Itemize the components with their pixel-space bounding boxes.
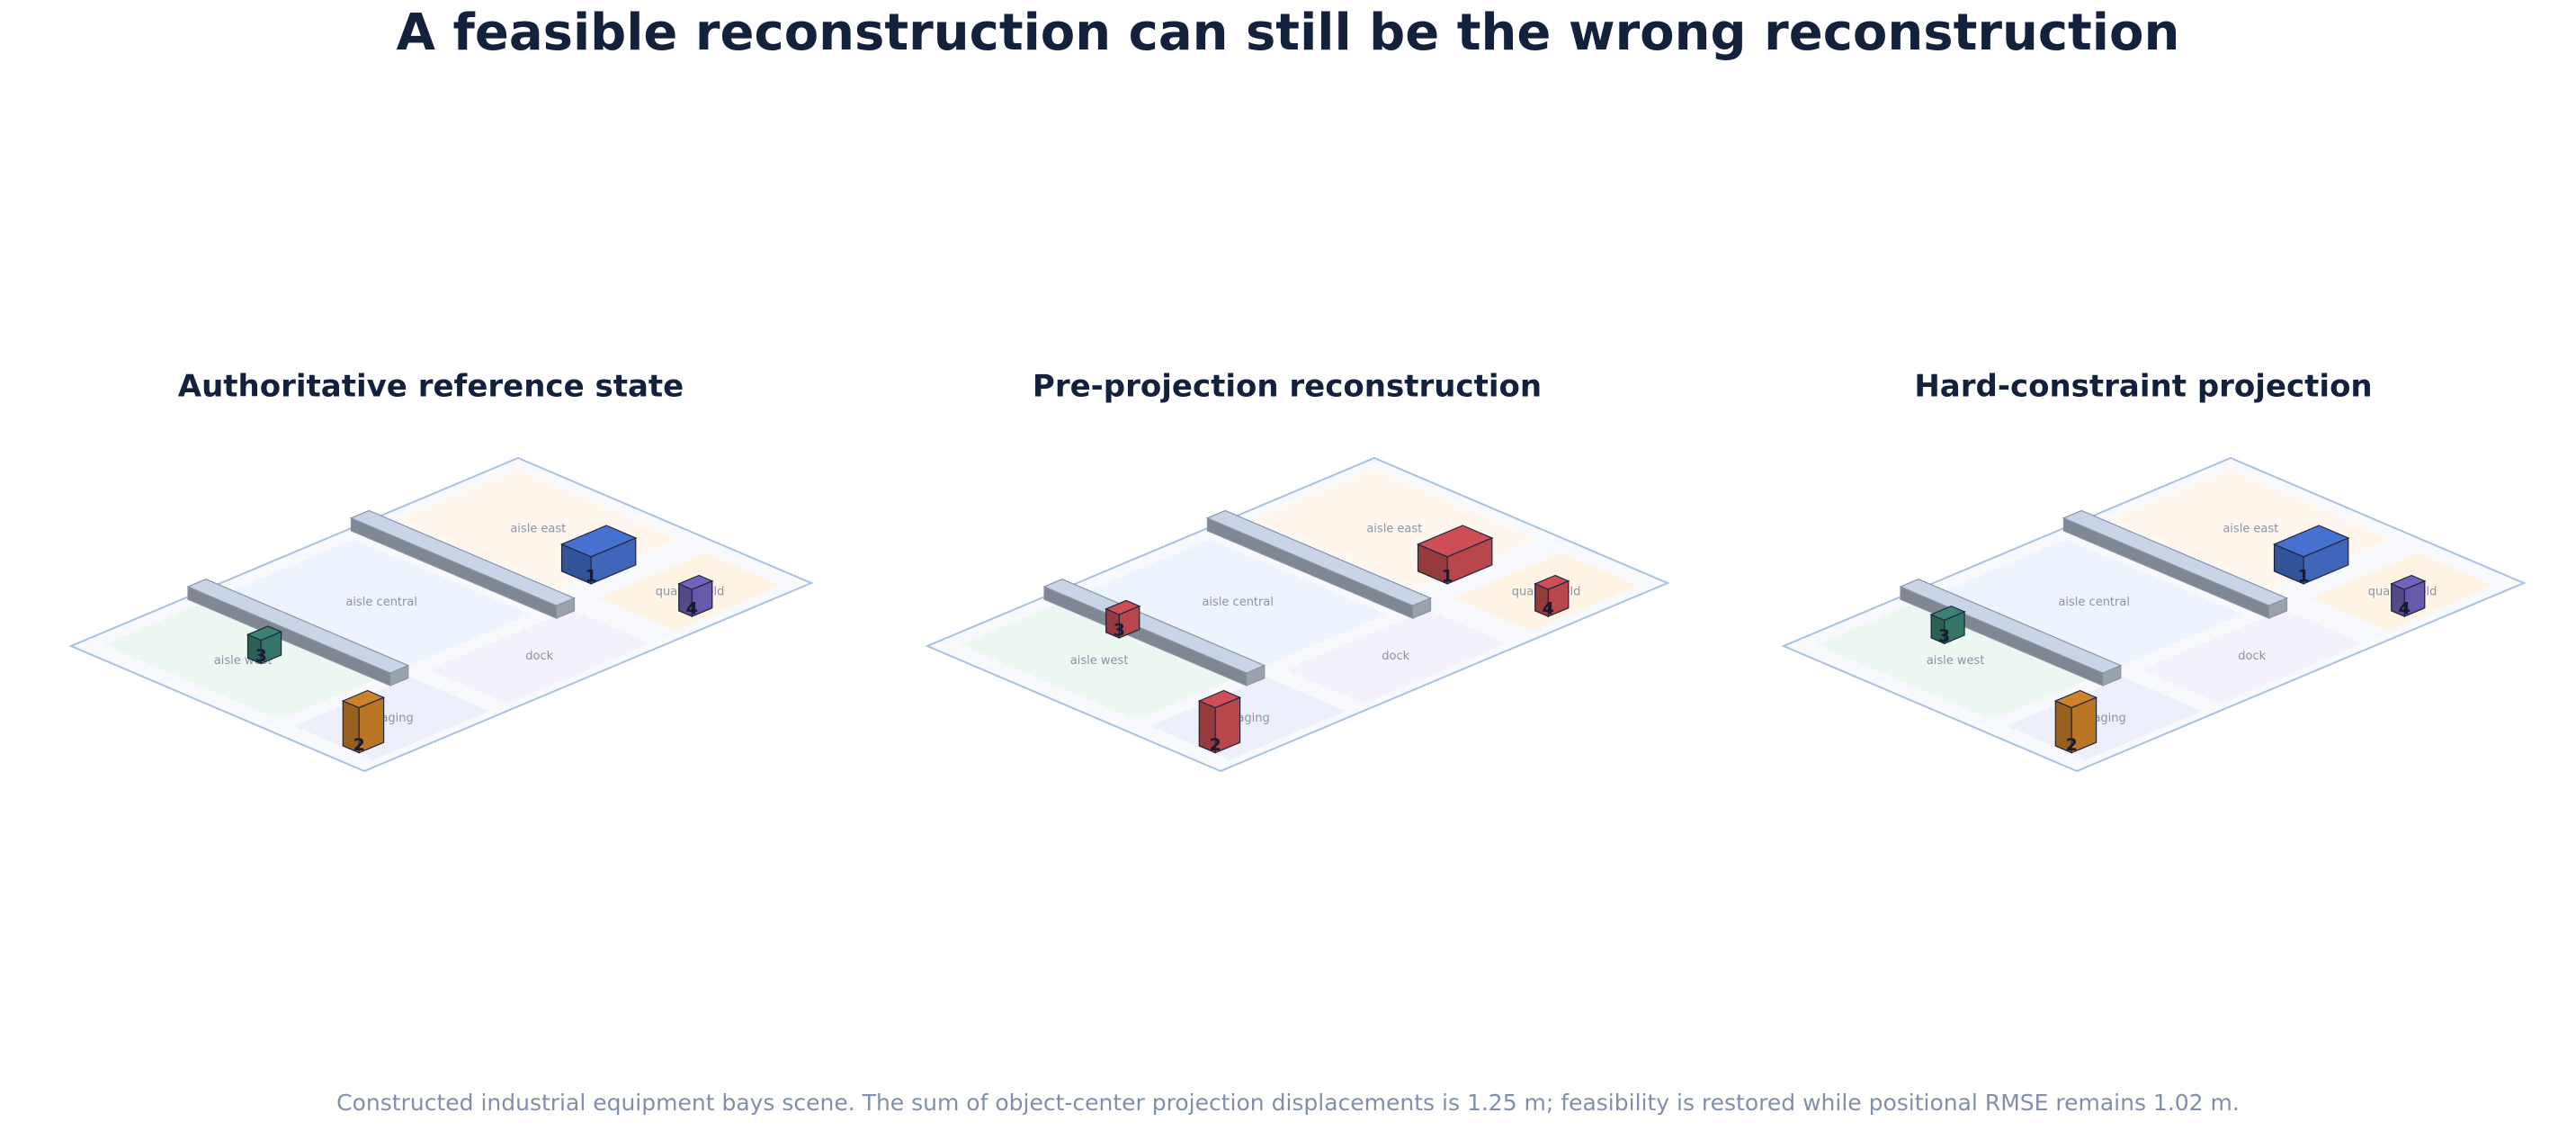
object-label: 4 (1543, 599, 1554, 619)
object-side-shade (1548, 580, 1569, 617)
object-side-shade (1944, 611, 1965, 644)
zone-label: aisle west (1070, 654, 1129, 668)
zone-label: dock (525, 650, 553, 663)
zone (1816, 601, 2096, 720)
object-side-shade (247, 634, 262, 664)
object-label: 3 (1114, 621, 1125, 641)
rack-top (186, 579, 410, 674)
object-top (2053, 689, 2098, 709)
object-side-shade (678, 583, 693, 617)
object-side-shade (1105, 608, 1120, 638)
object-top-shade (2055, 690, 2097, 708)
zone (960, 601, 1239, 720)
object-side-shade (2404, 580, 2425, 617)
object-side-shade (261, 632, 282, 664)
zone (1089, 539, 1387, 666)
object-label: 3 (1938, 626, 1950, 646)
object-top-shade (2391, 575, 2425, 590)
zone-label: aisle central (2058, 596, 2130, 609)
zone-label: aisle east (2223, 522, 2278, 535)
zone-label: dock (1382, 650, 1409, 663)
object-top (559, 525, 638, 558)
zone-label: aisle west (1927, 654, 1985, 668)
zone-label: aisle east (510, 522, 566, 535)
object-top-shade (1534, 575, 1569, 590)
object-side-shade (2303, 537, 2348, 584)
object-side-shade (1447, 537, 1492, 584)
object-label: 2 (353, 735, 365, 755)
object-top (1534, 574, 1570, 590)
zone (233, 539, 531, 666)
object-top (1929, 605, 1966, 621)
zone (1945, 539, 2243, 666)
zone-label: aisle central (345, 596, 417, 609)
object-top (246, 625, 283, 642)
object-side-shade (1215, 697, 1240, 753)
object-side-shade (692, 580, 712, 617)
object-label: 2 (2066, 735, 2078, 755)
object-top (341, 689, 386, 709)
object-side-shade (1199, 701, 1216, 753)
object-side-shade (1534, 583, 1549, 617)
object-top (1197, 689, 1242, 709)
caption: Constructed industrial equipment bays sc… (336, 1090, 2240, 1116)
zone (1284, 609, 1507, 704)
object-top-shade (1199, 690, 1240, 708)
object-label: 1 (586, 566, 597, 586)
object-side-shade (2071, 697, 2097, 753)
object-side-shade (591, 537, 636, 584)
object-top (1105, 599, 1141, 615)
zone (103, 601, 383, 720)
object-top (2390, 574, 2427, 590)
object-side-shade (343, 701, 360, 753)
rack-top (349, 509, 577, 606)
panel-title: Pre-projection reconstruction (1033, 369, 1542, 405)
object-label: 1 (2298, 566, 2310, 586)
zone-label: aisle east (1366, 522, 1422, 535)
object-side-shade (1931, 615, 1945, 644)
object-side-shade (1119, 606, 1140, 638)
object-top-shade (1105, 600, 1140, 615)
object-top-shade (678, 575, 712, 590)
object-label: 3 (255, 646, 267, 666)
zone (428, 609, 651, 704)
object-label: 2 (1210, 735, 1221, 755)
rack-top (2062, 509, 2289, 606)
object-top-shade (247, 625, 282, 641)
rack-top (1205, 509, 1433, 606)
object-top (2272, 525, 2350, 558)
object-top-shade (561, 525, 636, 557)
figure-title: A feasible reconstruction can still be t… (397, 4, 2180, 62)
object-top (1416, 525, 1494, 558)
object-label: 1 (1442, 566, 1453, 586)
object-side-shade (2055, 701, 2072, 753)
object-label: 4 (2399, 599, 2411, 619)
object-top-shade (1931, 606, 1965, 621)
object-top-shade (2274, 525, 2348, 557)
object-top (677, 574, 714, 590)
object-top-shade (1418, 525, 1492, 557)
rack-top (1899, 579, 2123, 674)
zone (2141, 609, 2364, 704)
object-label: 4 (686, 599, 698, 619)
panel-title: Authoritative reference state (178, 369, 684, 405)
object-top-shade (343, 690, 384, 708)
object-side-shade (359, 697, 384, 753)
zone-label: aisle central (1202, 596, 1274, 609)
zone-label: dock (2238, 650, 2266, 663)
panel-title: Hard-constraint projection (1914, 369, 2372, 405)
object-side-shade (2391, 583, 2405, 617)
